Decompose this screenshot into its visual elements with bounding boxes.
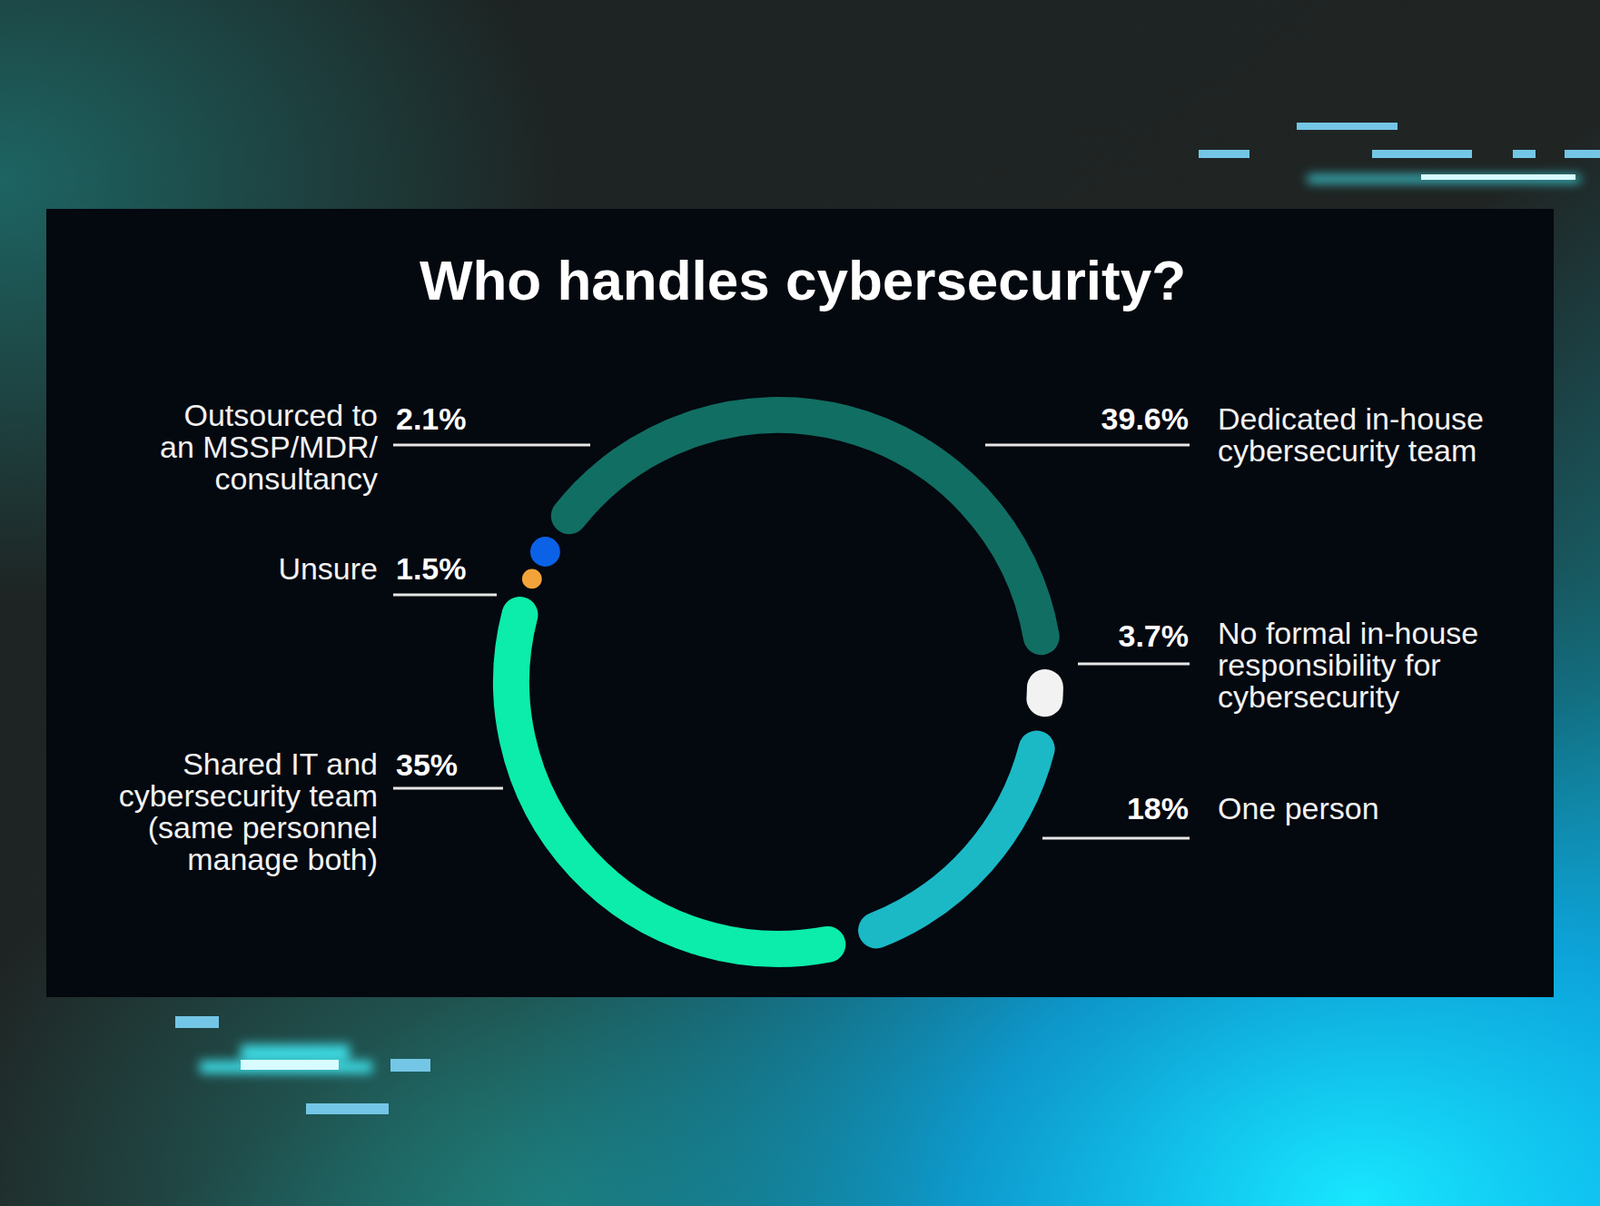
decor-glow (1307, 175, 1581, 183)
decor-dash (175, 1016, 219, 1028)
data-label: 2.1% (395, 401, 467, 436)
decor-dash (1296, 122, 1398, 130)
category-label: Dedicated in-housecybersecurity team (1217, 401, 1484, 468)
decor-dash (1564, 149, 1600, 159)
category-label-line: One person (1217, 790, 1380, 826)
category-label-line: consultancy (214, 461, 378, 496)
decor-dash (240, 1059, 339, 1070)
panel (46, 208, 1554, 998)
background (0, 0, 1600, 1206)
category-label: No formal in-houseresponsibility forcybe… (1217, 615, 1479, 714)
donut-segment (522, 569, 543, 590)
category-label: Outsourced toan MSSP/MDR/consultancy (159, 397, 378, 496)
leader-line (393, 444, 591, 447)
data-label: 35% (395, 747, 458, 782)
category-label-line: Outsourced to (183, 397, 378, 433)
leader-line (1042, 837, 1190, 840)
chart-title: Who handles cybersecurity? (419, 248, 1186, 312)
category-label: Shared IT andcybersecurity team(same per… (118, 746, 378, 877)
donut-segment (1026, 687, 1064, 699)
donut-segment (876, 749, 1038, 931)
decor-dash (390, 1058, 431, 1072)
labels: 39.6%Dedicated in-housecybersecurity tea… (118, 397, 1484, 877)
donut-segment (530, 536, 561, 567)
decor-dash (1198, 149, 1250, 159)
category-label: One person (1217, 790, 1380, 826)
donut-segment (569, 414, 1042, 637)
category-label-line: an MSSP/MDR/ (159, 429, 378, 465)
marks (511, 414, 1046, 949)
background-glow (0, 0, 1600, 1206)
category-label-line: responsibility for (1217, 647, 1442, 682)
leader-line (393, 787, 504, 791)
decor-glow (199, 1060, 373, 1074)
category-label-line: cybersecurity (1217, 679, 1400, 714)
category-label-line: cybersecurity team (1217, 433, 1477, 468)
category-label-line: cybersecurity team (118, 778, 378, 813)
decor-dash (1512, 149, 1536, 159)
category-label-line: (same personnel (148, 809, 378, 845)
category-label-line: manage both) (187, 841, 378, 877)
leader-line (1077, 662, 1190, 666)
category-label-line: Dedicated in-house (1217, 401, 1484, 436)
donut-segment (511, 614, 828, 949)
data-label: 18% (1126, 790, 1189, 826)
decor-dash (306, 1103, 389, 1115)
background-glow (0, 0, 1600, 1206)
data-label: 1.5% (395, 551, 467, 586)
leader-line (985, 444, 1190, 447)
leader-line (393, 593, 497, 597)
category-label-line: No formal in-house (1217, 615, 1479, 651)
chart-root: Who handles cybersecurity? 39.6% Dedicated… (0, 0, 1600, 1206)
background-glow (0, 0, 1600, 1206)
chart-svg: Who handles cybersecurity? 39.6% Dedicated… (0, 0, 1600, 1206)
decor-dash (1372, 149, 1472, 159)
decor-dash (1421, 174, 1576, 180)
category-label: Unsure (277, 551, 378, 586)
data-label: 39.6% (1101, 401, 1189, 436)
data-label: 3.7% (1118, 618, 1190, 653)
category-label-line: Shared IT and (182, 746, 378, 781)
category-label-line: Unsure (277, 551, 378, 586)
